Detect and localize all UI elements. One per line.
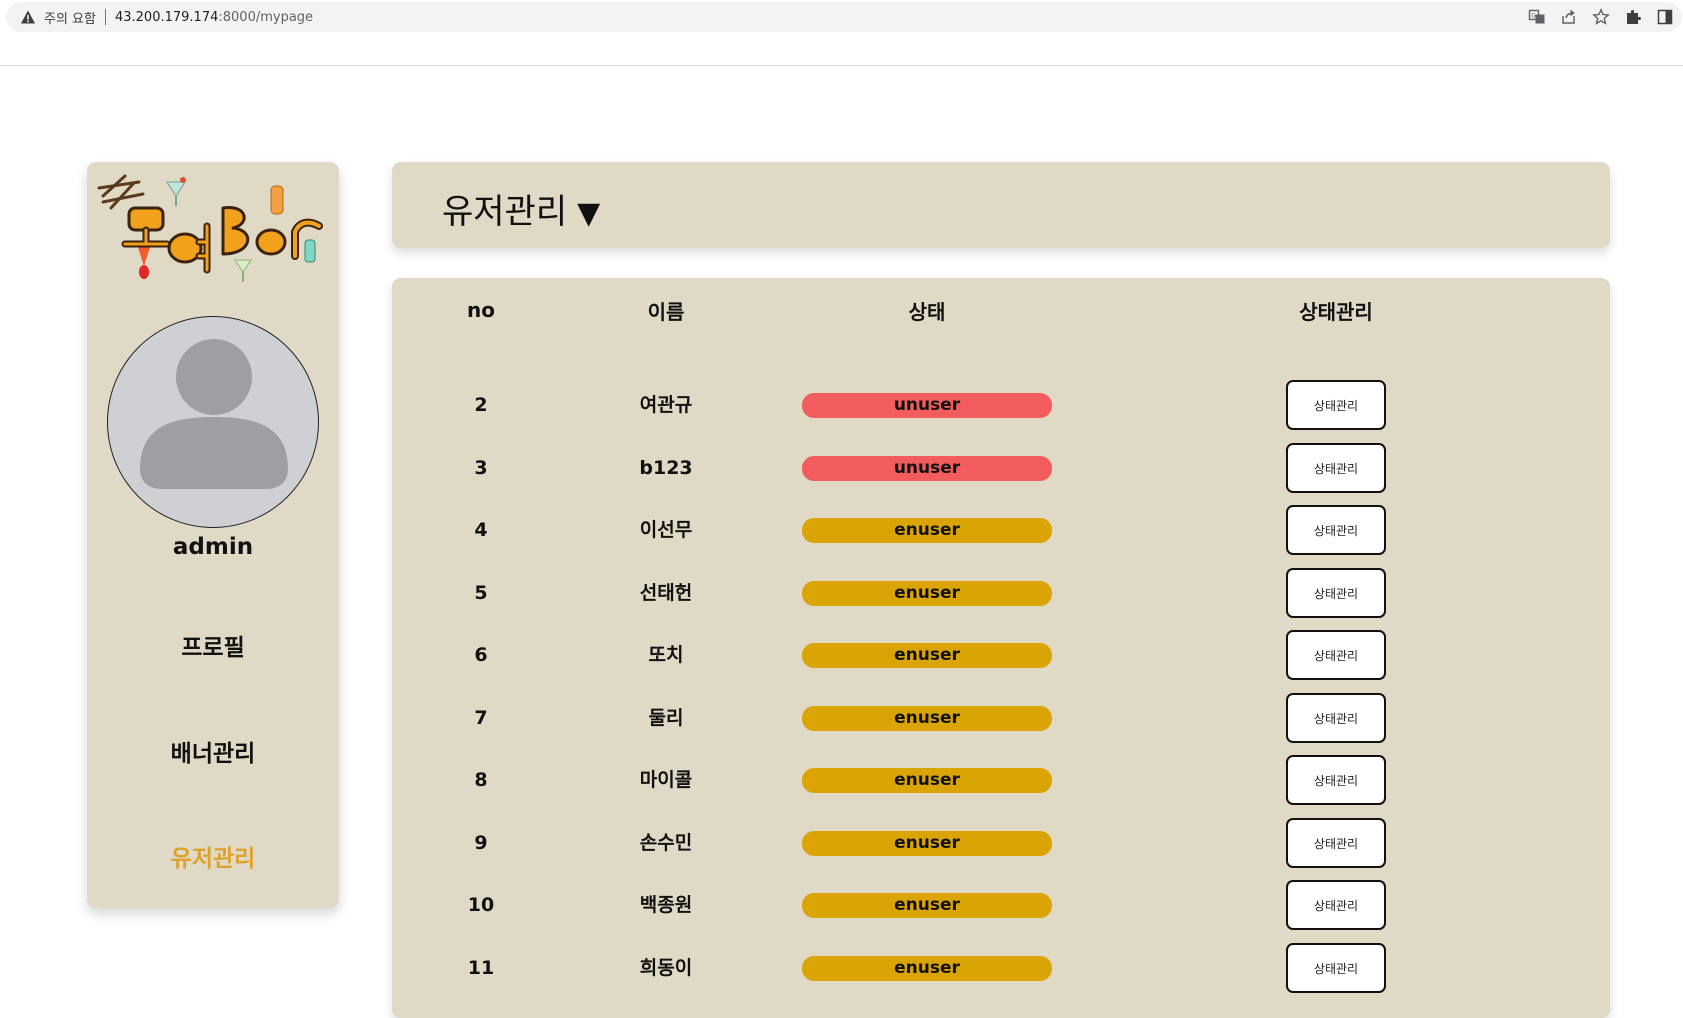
row-no: 9 — [474, 832, 488, 854]
column-header-name: 이름 — [647, 300, 685, 324]
address-divider — [104, 9, 106, 25]
row-name: b123 — [639, 457, 693, 479]
row-name: 둘리 — [648, 707, 684, 729]
share-icon[interactable] — [1560, 8, 1578, 26]
status-manage-button[interactable]: 상태관리 — [1286, 568, 1386, 618]
page-header: 유저관리 ▼ — [392, 162, 1610, 248]
username: admin — [172, 534, 254, 560]
status-badge: enuser — [802, 518, 1052, 543]
table-row: 5 선태헌 enuser 상태관리 — [392, 568, 1610, 618]
column-header-no: no — [467, 298, 495, 322]
table-row: 11 희동이 enuser 상태관리 — [392, 943, 1610, 993]
row-name: 또치 — [648, 644, 684, 666]
warning-icon — [21, 10, 35, 24]
sidebar-item-banner-management[interactable]: 배너관리 — [170, 741, 256, 767]
user-table: no 이름 상태 상태관리 2 여관규 unuser 상태관리 3 b123 unuser 상… — [392, 278, 1610, 1018]
row-no: 4 — [474, 519, 488, 541]
table-row: 10 백종원 enuser 상태관리 — [392, 880, 1610, 930]
status-manage-button[interactable]: 상태관리 — [1286, 505, 1386, 555]
row-no: 2 — [474, 394, 488, 416]
site-logo[interactable]: 모여Bar — [95, 168, 335, 298]
status-manage-button[interactable]: 상태관리 — [1286, 443, 1386, 493]
row-no: 3 — [474, 457, 488, 479]
user-silhouette-icon — [140, 339, 288, 489]
table-row: 7 둘리 enuser 상태관리 — [392, 693, 1610, 743]
status-badge: enuser — [802, 956, 1052, 981]
status-badge: unuser — [802, 393, 1052, 418]
status-manage-button[interactable]: 상태관리 — [1286, 693, 1386, 743]
row-name: 백종원 — [639, 894, 693, 916]
status-manage-button[interactable]: 상태관리 — [1286, 943, 1386, 993]
status-badge: enuser — [802, 581, 1052, 606]
sidebar-item-profile[interactable]: 프로필 — [181, 635, 245, 661]
extensions-icon[interactable] — [1624, 8, 1642, 26]
row-name: 마이콜 — [639, 769, 693, 791]
url-host: 43.200.179.174 — [114, 9, 219, 25]
column-header-manage: 상태관리 — [1299, 300, 1373, 324]
browser-toolbar: 주의 요함 43.200.179.174 :8000/mypage G — [0, 0, 1683, 66]
sidebar: 모여Bar — [87, 162, 339, 908]
page-title-dropdown[interactable]: 유저관리 ▼ — [442, 184, 600, 233]
row-no: 8 — [474, 769, 488, 791]
svg-text:G: G — [1531, 13, 1536, 20]
row-name: 이선무 — [639, 519, 693, 541]
avatar — [107, 316, 319, 528]
status-manage-button[interactable]: 상태관리 — [1286, 818, 1386, 868]
row-no: 6 — [474, 644, 488, 666]
status-manage-button[interactable]: 상태관리 — [1286, 630, 1386, 680]
column-header-status: 상태 — [908, 300, 946, 324]
row-no: 5 — [474, 582, 488, 604]
status-manage-button[interactable]: 상태관리 — [1286, 880, 1386, 930]
side-panel-icon[interactable] — [1656, 8, 1674, 26]
status-badge: enuser — [802, 893, 1052, 918]
table-row: 2 여관규 unuser 상태관리 — [392, 380, 1610, 430]
row-no: 11 — [467, 957, 495, 979]
row-no: 7 — [474, 707, 488, 729]
status-manage-button[interactable]: 상태관리 — [1286, 380, 1386, 430]
table-row: 3 b123 unuser 상태관리 — [392, 443, 1610, 493]
url-path: :8000/mypage — [218, 9, 314, 25]
table-row: 6 또치 enuser 상태관리 — [392, 630, 1610, 680]
table-row: 8 마이콜 enuser 상태관리 — [392, 755, 1610, 805]
address-bar[interactable]: 주의 요함 43.200.179.174 :8000/mypage G — [6, 2, 1682, 32]
row-no: 10 — [467, 894, 495, 916]
table-row: 9 손수민 enuser 상태관리 — [392, 818, 1610, 868]
row-name: 희동이 — [639, 957, 693, 979]
dropdown-caret-icon: ▼ — [577, 196, 601, 231]
row-name: 손수민 — [639, 832, 693, 854]
status-badge: enuser — [802, 768, 1052, 793]
status-manage-button[interactable]: 상태관리 — [1286, 755, 1386, 805]
page-title-text: 유저관리 — [442, 192, 568, 232]
sidebar-item-user-management[interactable]: 유저관리 — [170, 846, 256, 872]
row-name: 선태헌 — [639, 582, 693, 604]
status-badge: unuser — [802, 456, 1052, 481]
row-name: 여관규 — [639, 394, 693, 416]
status-badge: enuser — [802, 643, 1052, 668]
translate-icon[interactable]: G — [1528, 8, 1546, 26]
status-badge: enuser — [802, 706, 1052, 731]
security-status-label[interactable]: 주의 요함 — [44, 11, 96, 27]
table-row: 4 이선무 enuser 상태관리 — [392, 505, 1610, 555]
status-badge: enuser — [802, 831, 1052, 856]
bookmark-star-icon[interactable] — [1592, 8, 1610, 26]
address-bar-actions: G — [1528, 2, 1682, 32]
